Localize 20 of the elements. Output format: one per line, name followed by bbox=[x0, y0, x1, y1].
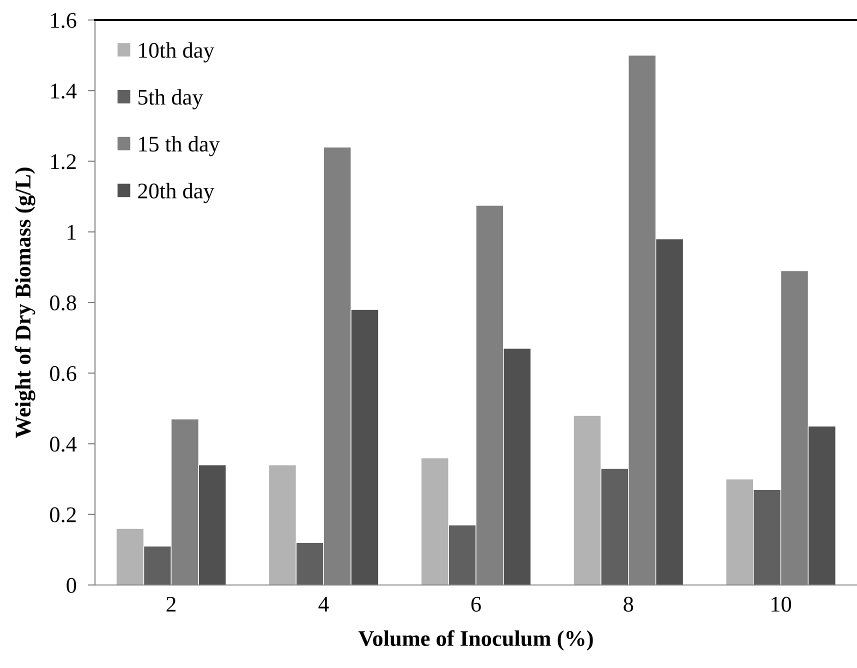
y-tick-label: 1.4 bbox=[51, 84, 77, 99]
x-tick-label: 6 bbox=[471, 596, 481, 612]
y-tick-label: 0.6 bbox=[50, 366, 76, 382]
legend-label: 15 th day bbox=[139, 136, 220, 156]
y-axis-title: Weight of Dry Biomass (g/L) bbox=[14, 168, 36, 438]
y-tick-label: 0.8 bbox=[50, 295, 76, 311]
legend-label: 20th day bbox=[138, 182, 214, 204]
legend-label: 10th day bbox=[139, 42, 214, 62]
y-tick-label: 1.2 bbox=[51, 154, 76, 170]
x-tick-label: 2 bbox=[166, 596, 176, 612]
y-tick-label: 0.4 bbox=[50, 436, 77, 452]
y-tick-label: 0.2 bbox=[50, 507, 76, 522]
x-tick-label: 4 bbox=[318, 596, 329, 612]
x-tick-label: 10 bbox=[772, 596, 792, 612]
y-tick-label: 0 bbox=[66, 578, 76, 593]
x-axis-title: Volume of Inoculum (%) bbox=[358, 630, 593, 651]
x-tick-label: 8 bbox=[624, 596, 634, 612]
y-tick-label: 1 bbox=[68, 224, 76, 240]
legend-label: 5th day bbox=[138, 89, 204, 110]
y-tick-label: 1.6 bbox=[51, 12, 76, 28]
